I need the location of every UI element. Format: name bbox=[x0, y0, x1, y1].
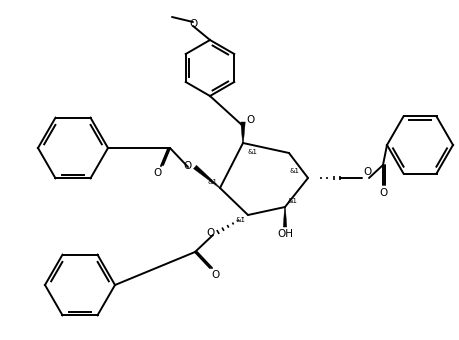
Text: &1: &1 bbox=[288, 198, 298, 204]
Text: OH: OH bbox=[277, 229, 293, 239]
Text: O: O bbox=[379, 188, 387, 198]
Polygon shape bbox=[194, 165, 220, 188]
Text: O: O bbox=[184, 161, 192, 171]
Polygon shape bbox=[241, 122, 245, 143]
Text: O: O bbox=[189, 19, 197, 29]
Text: &1: &1 bbox=[290, 168, 300, 174]
Text: O: O bbox=[363, 167, 371, 177]
Text: &1: &1 bbox=[247, 149, 257, 155]
Text: &1: &1 bbox=[208, 179, 218, 185]
Text: O: O bbox=[211, 270, 219, 280]
Text: &1: &1 bbox=[236, 217, 246, 223]
Polygon shape bbox=[283, 207, 287, 227]
Text: O: O bbox=[246, 115, 254, 125]
Text: O: O bbox=[207, 228, 215, 238]
Text: O: O bbox=[154, 168, 162, 178]
